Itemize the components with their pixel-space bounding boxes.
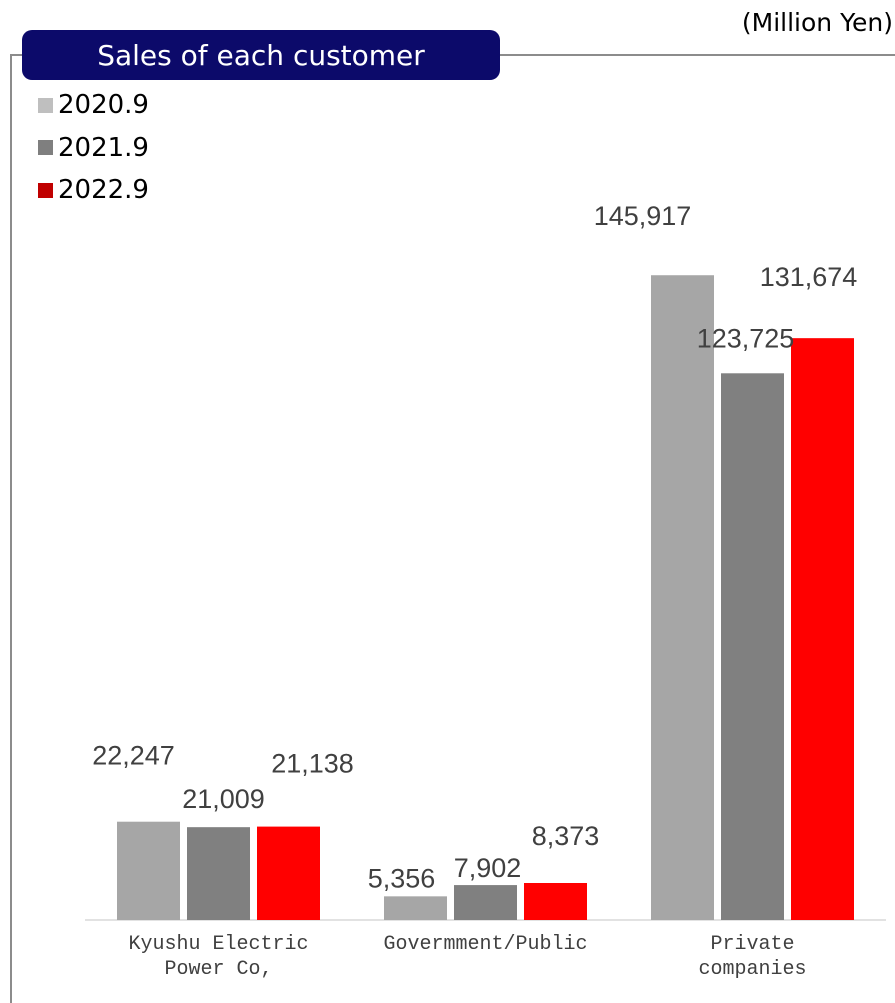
data-label-2022-9-kyushu-electric-power-co: 21,138 — [271, 749, 354, 779]
legend-label-2021-9: 2021.9 — [58, 132, 149, 163]
legend-swatch-2021-9 — [38, 140, 53, 156]
bar-2022-9-private-companies — [791, 338, 854, 920]
chart-title-text: Sales of each customer — [97, 38, 425, 72]
data-labels: 22,247 5,356 145,917 21,009 7,902 123,725 21,1… — [92, 201, 857, 893]
legend-swatch-2022-9 — [38, 182, 53, 198]
bar-2020-9-private-companies — [651, 275, 714, 920]
legend-swatch-2020-9 — [38, 97, 53, 113]
bar-2022-9-kyushu-electric-power-co — [257, 826, 320, 920]
category-label-private-companies: Private companies — [698, 933, 807, 981]
bar-2021-9-private-companies — [721, 373, 784, 920]
legend: 2020.9 2021.9 2022.9 — [38, 84, 149, 212]
legend-item-2021-9: 2021.9 — [38, 127, 149, 170]
data-label-2021-9-govermment-public: 7,902 — [454, 853, 522, 883]
bar-2020-9-kyushu-electric-power-co — [117, 821, 180, 920]
category-label-kyushu-electric: Kyushu Electric Power Co, — [128, 933, 309, 981]
bar-2020-9-govermment-public — [384, 896, 447, 920]
data-label-2021-9-private-companies: 123,725 — [697, 323, 795, 353]
bars — [117, 275, 854, 920]
data-label-2020-9-govermment-public: 5,356 — [368, 863, 436, 893]
bar-2021-9-govermment-public — [454, 885, 517, 920]
legend-label-2022-9: 2022.9 — [58, 175, 149, 206]
data-label-2022-9-govermment-public: 8,373 — [532, 821, 600, 851]
data-label-2020-9-private-companies: 145,917 — [594, 201, 692, 231]
legend-label-2020-9: 2020.9 — [58, 90, 149, 121]
legend-item-2020-9: 2020.9 — [38, 84, 149, 127]
data-label-2021-9-kyushu-electric-power-co: 21,009 — [182, 784, 265, 814]
unit-label: (Million Yen) — [741, 8, 893, 37]
data-label-2020-9-kyushu-electric-power-co: 22,247 — [92, 741, 175, 771]
chart-title: Sales of each customer — [22, 30, 500, 80]
bar-2022-9-govermment-public — [524, 883, 587, 920]
data-label-2022-9-private-companies: 131,674 — [760, 262, 858, 292]
bar-2021-9-kyushu-electric-power-co — [187, 827, 250, 920]
legend-item-2022-9: 2022.9 — [38, 169, 149, 212]
category-label-government-public: Govermment/Public — [383, 933, 588, 956]
